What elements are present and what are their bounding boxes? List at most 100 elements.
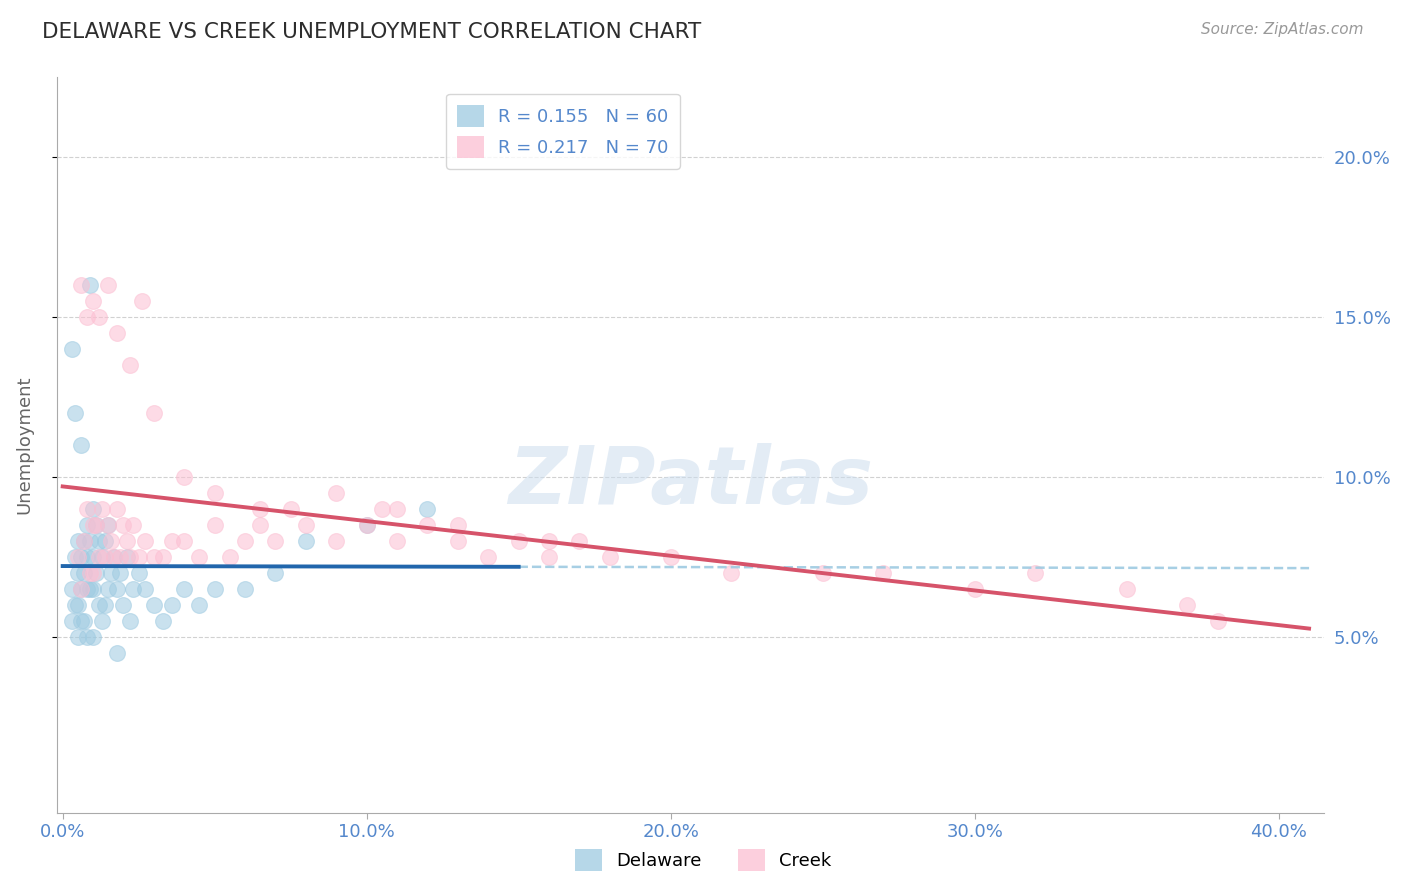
- Point: [97, 278, 120, 293]
- Point: [385, 502, 408, 516]
- Point: [659, 550, 682, 565]
- Point: [264, 566, 287, 580]
- Point: [94, 534, 117, 549]
- Legend: R = 0.155   N = 60, R = 0.217   N = 70: R = 0.155 N = 60, R = 0.217 N = 70: [446, 94, 679, 169]
- Point: [70, 582, 93, 596]
- Point: [872, 566, 894, 580]
- Point: [66, 550, 89, 565]
- Point: [371, 502, 394, 516]
- Point: [128, 550, 150, 565]
- Point: [538, 534, 561, 549]
- Point: [118, 358, 141, 372]
- Point: [97, 518, 120, 533]
- Point: [152, 550, 174, 565]
- Point: [1177, 598, 1199, 612]
- Point: [97, 582, 120, 596]
- Point: [73, 534, 96, 549]
- Point: [73, 614, 96, 628]
- Point: [84, 518, 107, 533]
- Point: [720, 566, 742, 580]
- Point: [1206, 614, 1229, 628]
- Point: [131, 294, 153, 309]
- Point: [76, 550, 98, 565]
- Point: [356, 518, 378, 533]
- Point: [188, 598, 211, 612]
- Point: [447, 518, 470, 533]
- Point: [204, 582, 226, 596]
- Point: [79, 566, 101, 580]
- Point: [60, 614, 83, 628]
- Point: [89, 310, 111, 325]
- Point: [118, 550, 141, 565]
- Point: [115, 534, 138, 549]
- Point: [416, 518, 439, 533]
- Point: [118, 614, 141, 628]
- Point: [233, 582, 256, 596]
- Point: [134, 582, 156, 596]
- Point: [538, 550, 561, 565]
- Point: [82, 630, 104, 644]
- Point: [107, 326, 129, 341]
- Point: [60, 343, 83, 357]
- Point: [115, 550, 138, 565]
- Point: [70, 438, 93, 452]
- Point: [76, 582, 98, 596]
- Point: [100, 534, 122, 549]
- Point: [103, 550, 125, 565]
- Point: [811, 566, 834, 580]
- Point: [97, 518, 120, 533]
- Point: [79, 582, 101, 596]
- Point: [66, 630, 89, 644]
- Point: [325, 486, 347, 500]
- Point: [152, 614, 174, 628]
- Point: [70, 278, 93, 293]
- Point: [160, 598, 183, 612]
- Point: [107, 646, 129, 660]
- Point: [82, 582, 104, 596]
- Point: [173, 470, 195, 484]
- Point: [188, 550, 211, 565]
- Point: [295, 534, 318, 549]
- Point: [568, 534, 591, 549]
- Point: [84, 566, 107, 580]
- Point: [416, 502, 439, 516]
- Point: [89, 534, 111, 549]
- Point: [477, 550, 499, 565]
- Point: [66, 534, 89, 549]
- Point: [249, 518, 271, 533]
- Point: [94, 550, 117, 565]
- Point: [142, 598, 165, 612]
- Point: [134, 534, 156, 549]
- Legend: Delaware, Creek: Delaware, Creek: [568, 842, 838, 879]
- Point: [82, 502, 104, 516]
- Point: [356, 518, 378, 533]
- Point: [107, 502, 129, 516]
- Point: [82, 566, 104, 580]
- Point: [73, 534, 96, 549]
- Point: [82, 518, 104, 533]
- Point: [82, 294, 104, 309]
- Point: [79, 278, 101, 293]
- Point: [508, 534, 530, 549]
- Point: [91, 502, 114, 516]
- Point: [142, 550, 165, 565]
- Point: [76, 310, 98, 325]
- Point: [112, 518, 135, 533]
- Point: [100, 566, 122, 580]
- Point: [204, 518, 226, 533]
- Point: [91, 614, 114, 628]
- Point: [63, 598, 86, 612]
- Text: ZIPatlas: ZIPatlas: [508, 443, 873, 521]
- Point: [76, 630, 98, 644]
- Point: [112, 598, 135, 612]
- Point: [121, 518, 143, 533]
- Point: [599, 550, 621, 565]
- Point: [66, 566, 89, 580]
- Point: [89, 598, 111, 612]
- Point: [963, 582, 986, 596]
- Point: [110, 566, 132, 580]
- Point: [82, 550, 104, 565]
- Text: Source: ZipAtlas.com: Source: ZipAtlas.com: [1201, 22, 1364, 37]
- Point: [60, 582, 83, 596]
- Point: [249, 502, 271, 516]
